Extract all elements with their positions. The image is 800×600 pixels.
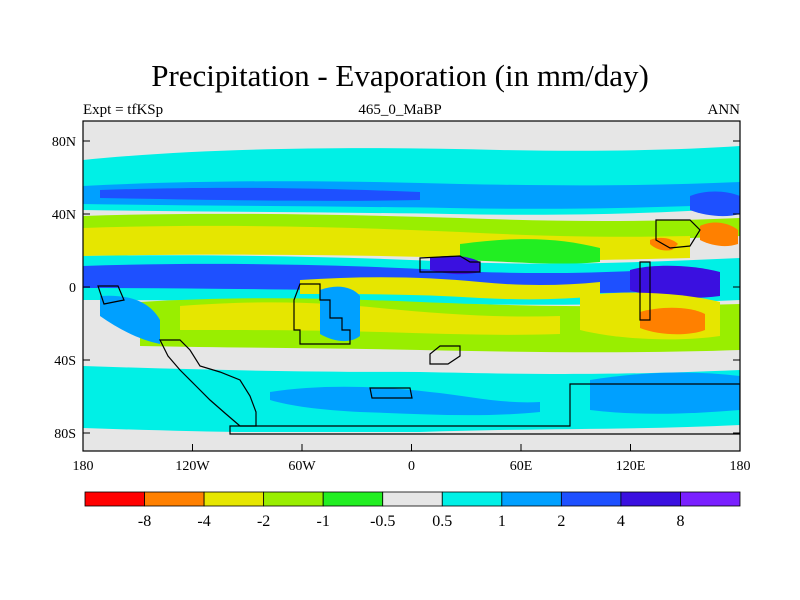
southern-dry-belt bbox=[180, 302, 560, 335]
colorbar-label: -8 bbox=[138, 513, 151, 530]
lat-tick-label: 40N bbox=[52, 208, 76, 223]
southern-ocean-blue bbox=[270, 386, 540, 416]
south-atlantic-cyan bbox=[320, 286, 360, 342]
lon-tick-label: 60E bbox=[510, 459, 533, 474]
colorbar-label: 2 bbox=[557, 513, 565, 530]
continent-outline-8 bbox=[369, 387, 413, 399]
lon-axis: 180 120W 60W 0 60E 120E 180 bbox=[73, 444, 751, 474]
lat-axis: 80N 40N 0 40S 80S bbox=[52, 135, 740, 442]
colorbar-swatch bbox=[203, 491, 265, 507]
colorbar-label: 0.5 bbox=[432, 513, 452, 530]
southern-ocean-blue-east bbox=[590, 372, 740, 414]
colorbar-swatch bbox=[620, 491, 681, 507]
lat-tick-label: 40S bbox=[54, 354, 76, 369]
continent-outline-2 bbox=[419, 255, 481, 273]
northern-deep-blue bbox=[100, 187, 420, 201]
colorbar-label: -2 bbox=[257, 513, 270, 530]
south-indian-hot bbox=[640, 307, 705, 335]
lat-tick-label: 80S bbox=[54, 427, 76, 442]
colorbar-swatch bbox=[263, 491, 324, 507]
colorbar-swatch bbox=[84, 491, 145, 507]
time-label: 465_0_MaBP bbox=[358, 102, 442, 118]
north-pacific-hot bbox=[700, 222, 738, 247]
colorbar-label: 1 bbox=[498, 513, 506, 530]
lat-tick-label: 80N bbox=[52, 135, 76, 150]
lon-tick-label: 60W bbox=[288, 459, 316, 474]
lon-tick-label: 120W bbox=[175, 459, 210, 474]
continent-outline-3 bbox=[429, 345, 461, 365]
lon-tick-label: 180 bbox=[73, 459, 94, 474]
continent-outline-4 bbox=[639, 261, 651, 321]
equatorial-dry-strip bbox=[300, 277, 600, 300]
western-pacific-deep bbox=[630, 265, 720, 298]
lon-tick-label: 180 bbox=[730, 459, 751, 474]
colorbar-swatch bbox=[560, 491, 622, 507]
antarctic-neutral bbox=[83, 432, 740, 451]
colorbar-swatch bbox=[441, 491, 503, 507]
continent-outline-9 bbox=[97, 285, 125, 305]
lon-tick-label: 120E bbox=[616, 459, 646, 474]
colorbar-swatch bbox=[680, 491, 741, 507]
colorbar-swatch bbox=[501, 491, 562, 507]
colorbar-label: -1 bbox=[317, 513, 330, 530]
colorbar-swatch bbox=[322, 491, 384, 507]
lat-tick-label: 0 bbox=[69, 281, 76, 296]
colorbar: -8 -4 -2 -1 -0.5 0.5 1 2 4 8 bbox=[84, 491, 741, 530]
plot-title: Precipitation - Evaporation (in mm/day) bbox=[151, 58, 649, 93]
colorbar-swatch bbox=[382, 491, 443, 507]
northern-deep-blue-east bbox=[690, 191, 740, 217]
south-america-blue bbox=[100, 295, 160, 344]
season-label: ANN bbox=[707, 102, 741, 118]
lon-tick-label: 0 bbox=[408, 459, 415, 474]
green-tail-north bbox=[460, 239, 600, 264]
continent-outline-7 bbox=[655, 219, 701, 249]
colorbar-label: 4 bbox=[617, 513, 625, 530]
colorbar-label: -0.5 bbox=[370, 513, 395, 530]
continent-outlines bbox=[97, 219, 740, 435]
colorbar-label: -4 bbox=[197, 513, 210, 530]
continent-outline-1 bbox=[293, 283, 351, 345]
continent-outline-5 bbox=[229, 383, 740, 435]
continent-outline-6 bbox=[159, 339, 257, 427]
field-layer bbox=[83, 121, 740, 451]
colorbar-label: 8 bbox=[676, 513, 684, 530]
experiment-label: Expt = tfKSp bbox=[83, 102, 164, 118]
colorbar-swatch bbox=[144, 491, 205, 507]
